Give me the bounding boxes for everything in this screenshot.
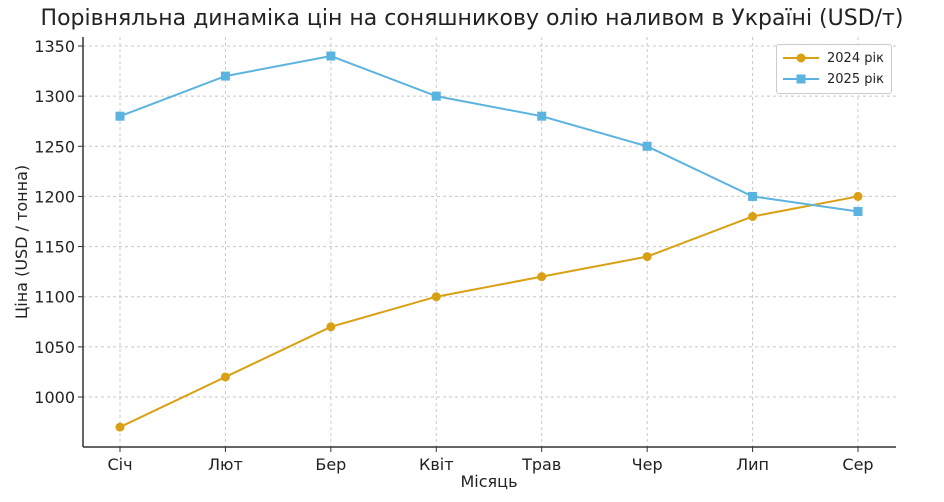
data-point [853,191,863,201]
circle-marker-icon [783,53,819,63]
data-point [220,71,230,81]
x-tick-label: Лип [736,455,769,474]
x-tick-label: Бер [315,455,346,474]
x-tick-label: Січ [107,455,132,474]
data-point [431,91,441,101]
data-series [115,51,863,432]
y-axis-label: Ціна (USD / тонна) [12,165,31,319]
data-point [853,206,863,216]
data-point [220,372,230,382]
y-tick-label: 1200 [34,187,75,206]
square-marker-icon [783,74,819,84]
x-tick-label: Чер [632,455,663,474]
chart-title: Порівняльна динаміка цін на соняшникову … [40,6,904,31]
grid-lines [83,37,896,447]
data-point [115,422,125,432]
series-2025-рік [115,51,863,216]
legend-item-2025: 2025 рік [783,69,884,89]
legend: 2024 рік 2025 рік [776,44,892,94]
y-tick-label: 1000 [34,388,75,407]
axes [78,37,896,452]
data-point [748,211,758,221]
series-line [119,54,859,213]
x-axis-label: Місяць [461,472,518,491]
y-tick-label: 1150 [34,238,75,257]
data-point [748,191,758,201]
data-point [537,272,547,282]
legend-label: 2025 рік [827,71,884,87]
x-tick-label: Лют [208,455,243,474]
data-point [642,141,652,151]
data-point [642,252,652,262]
data-point [326,51,336,61]
y-tick-label: 1100 [34,288,75,307]
data-point [431,292,441,302]
y-tick-label: 1050 [34,338,75,357]
tick-labels: 1000 1050 1100 1150 1200 1250 1300 1350 Січ Лют Бе… [34,37,873,474]
x-tick-label: Трав [521,455,561,474]
data-point [326,322,336,332]
data-point [537,111,547,121]
y-tick-label: 1300 [34,87,75,106]
legend-item-2024: 2024 рік [783,48,884,68]
series-2024-рік [115,191,863,432]
legend-label: 2024 рік [827,50,884,66]
x-tick-label: Квіт [419,455,454,474]
y-tick-label: 1350 [34,37,75,56]
data-point [115,111,125,121]
series-line [119,195,859,428]
y-tick-label: 1250 [34,137,75,156]
x-tick-label: Сер [842,455,873,474]
